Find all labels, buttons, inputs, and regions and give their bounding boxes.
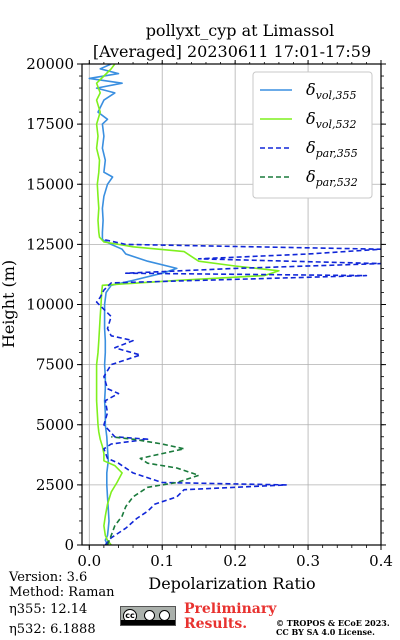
y-axis-label: Height (m)	[0, 260, 18, 348]
y-tick-label: 5000	[36, 416, 74, 434]
legend-symbol: δ	[306, 80, 316, 99]
preliminary-line-2: Results.	[184, 616, 248, 632]
x-tick-label: 0.0	[77, 552, 101, 570]
license-text: © TROPOS & ECoE 2023. CC BY SA 4.0 Licen…	[276, 619, 390, 637]
method-text: Method: Raman	[9, 585, 115, 600]
chart-subtitle: [Averaged] 20230611 17:01-17:59	[93, 42, 371, 61]
axis-ticks: 0.0 0.1 0.2 0.3 0.4 0 2500 5000 7500 10000 12500 15…	[26, 55, 393, 570]
y-tick-label: 12500	[26, 235, 74, 253]
x-tick-label: 0.4	[369, 552, 393, 570]
x-tick-label: 0.1	[150, 552, 174, 570]
series-line-4	[106, 436, 200, 545]
legend-label-3: δpar,355	[306, 138, 358, 160]
chart-title: pollyxt_cyp at Limassol	[146, 21, 335, 40]
eta532-text: η532: 6.1888	[9, 622, 96, 637]
y-tick-label: 15000	[26, 175, 74, 193]
legend-box	[252, 71, 373, 199]
y-tick-label: 7500	[36, 356, 74, 374]
legend-label-2: δvol,532	[306, 109, 357, 131]
x-tick-label: 0.2	[223, 552, 247, 570]
y-tick-label: 2500	[36, 476, 74, 494]
legend-label-4: δpar,532	[306, 167, 358, 189]
version-text: Version: 3.6	[9, 570, 88, 585]
x-tick-label: 0.3	[296, 552, 320, 570]
cc-license-icon: cc	[120, 606, 176, 626]
y-tick-label: 20000	[26, 55, 74, 73]
license-line-1: © TROPOS & ECoE 2023.	[276, 618, 390, 628]
legend-subscript: vol,532	[316, 118, 357, 131]
x-axis-label: Depolarization Ratio	[148, 574, 315, 593]
series-line-3	[95, 238, 381, 545]
y-tick-label: 17500	[26, 115, 74, 133]
legend-symbol: δ	[306, 167, 316, 186]
legend-label-1: δvol,355	[306, 80, 357, 102]
legend-symbol: δ	[306, 109, 316, 128]
series-line-2	[95, 64, 280, 545]
eta355-text: η355: 12.14	[9, 602, 88, 617]
legend-subscript: par,532	[316, 176, 358, 189]
cc-bar	[121, 620, 175, 625]
preliminary-line-1: Preliminary	[184, 601, 277, 617]
legend-subscript: par,355	[316, 147, 358, 160]
preliminary-results-text: Preliminary Results.	[184, 602, 276, 632]
y-tick-label: 0	[64, 536, 74, 554]
data-series	[88, 64, 381, 545]
y-tick-label: 10000	[26, 296, 74, 314]
license-line-2: CC BY SA 4.0 License.	[276, 627, 375, 637]
legend-symbol: δ	[306, 138, 316, 157]
legend-subscript: vol,355	[316, 89, 357, 102]
